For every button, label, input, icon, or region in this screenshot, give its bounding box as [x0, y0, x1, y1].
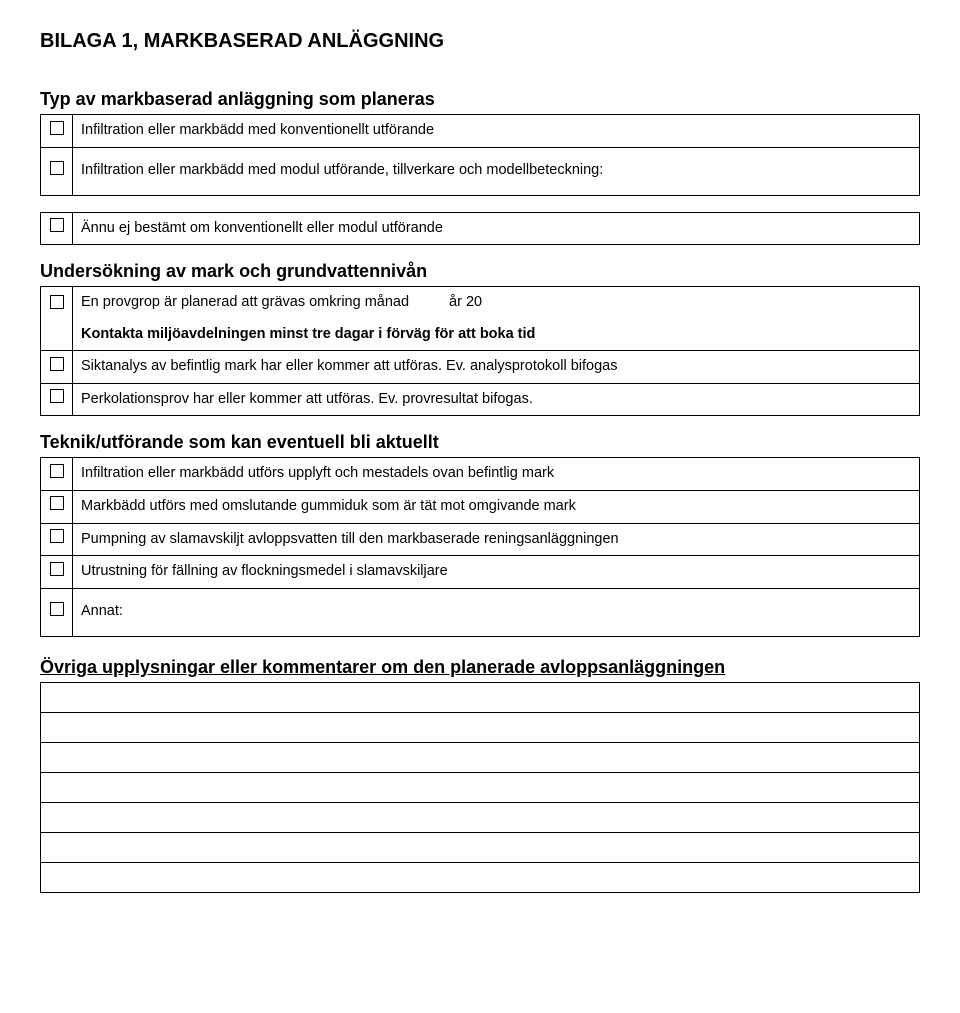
checkbox[interactable] — [50, 602, 64, 616]
row-text: Ännu ej bestämt om konventionellt eller … — [73, 212, 920, 245]
comment-row — [41, 712, 920, 742]
comment-cell[interactable] — [41, 682, 920, 712]
checkbox-cell — [41, 383, 73, 416]
table-row: Pumpning av slamavskiljt avloppsvatten t… — [41, 523, 920, 556]
table-row: Utrustning för fällning av flockningsmed… — [41, 556, 920, 589]
section-4-heading: Övriga upplysningar eller kommentarer om… — [40, 657, 920, 678]
row-text: Infiltration eller markbädd med konventi… — [73, 115, 920, 148]
comments-table — [40, 682, 920, 893]
row-text: Utrustning för fällning av flockningsmed… — [73, 556, 920, 589]
row-text: Infiltration eller markbädd med modul ut… — [73, 147, 920, 195]
checkbox[interactable] — [50, 464, 64, 478]
comment-cell[interactable] — [41, 862, 920, 892]
checkbox-cell — [41, 556, 73, 589]
table-row: Infiltration eller markbädd med konventi… — [41, 115, 920, 148]
checkbox[interactable] — [50, 389, 64, 403]
checkbox[interactable] — [50, 121, 64, 135]
comment-row — [41, 862, 920, 892]
note-text: Kontakta miljöavdelningen minst tre daga… — [73, 319, 920, 351]
comment-row — [41, 832, 920, 862]
section-1-heading: Typ av markbaserad anläggning som planer… — [40, 89, 920, 110]
comment-cell[interactable] — [41, 772, 920, 802]
row-text: Siktanalys av befintlig mark har eller k… — [73, 351, 920, 384]
comment-cell[interactable] — [41, 832, 920, 862]
table-row: Ännu ej bestämt om konventionellt eller … — [41, 212, 920, 245]
section-1-table: Infiltration eller markbädd med konventi… — [40, 114, 920, 196]
row-text: Markbädd utförs med omslutande gummiduk … — [73, 490, 920, 523]
checkbox[interactable] — [50, 496, 64, 510]
table-row: Perkolationsprov har eller kommer att ut… — [41, 383, 920, 416]
table-row: Siktanalys av befintlig mark har eller k… — [41, 351, 920, 384]
comment-cell[interactable] — [41, 802, 920, 832]
document-title: BILAGA 1, MARKBASERAD ANLÄGGNING — [40, 30, 920, 53]
comment-row — [41, 742, 920, 772]
checkbox[interactable] — [50, 218, 64, 232]
checkbox[interactable] — [50, 357, 64, 371]
comment-row — [41, 802, 920, 832]
checkbox-cell — [41, 351, 73, 384]
section-2-table: En provgrop är planerad att grävas omkri… — [40, 286, 920, 416]
comment-row — [41, 772, 920, 802]
comment-cell[interactable] — [41, 742, 920, 772]
comment-cell[interactable] — [41, 712, 920, 742]
section-2-heading: Undersökning av mark och grundvattennivå… — [40, 261, 920, 282]
checkbox-cell — [41, 212, 73, 245]
checkbox[interactable] — [50, 161, 64, 175]
table-row: Annat: — [41, 588, 920, 636]
table-row: En provgrop är planerad att grävas omkri… — [41, 287, 920, 319]
checkbox-cell — [41, 115, 73, 148]
checkbox-cell — [41, 287, 73, 351]
row-text: En provgrop är planerad att grävas omkri… — [73, 287, 920, 319]
checkbox-cell — [41, 147, 73, 195]
section-1-detached-table: Ännu ej bestämt om konventionellt eller … — [40, 212, 920, 246]
row-text: Perkolationsprov har eller kommer att ut… — [73, 383, 920, 416]
row-text: Infiltration eller markbädd utförs upply… — [73, 458, 920, 491]
checkbox[interactable] — [50, 295, 64, 309]
contact-note: Kontakta miljöavdelningen minst tre daga… — [81, 326, 535, 342]
year-text: år 20 — [449, 294, 482, 310]
section-3-heading: Teknik/utförande som kan eventuell bli a… — [40, 432, 920, 453]
table-row: Markbädd utförs med omslutande gummiduk … — [41, 490, 920, 523]
comment-row — [41, 682, 920, 712]
table-row-note: Kontakta miljöavdelningen minst tre daga… — [41, 319, 920, 351]
checkbox-cell — [41, 588, 73, 636]
table-row: Infiltration eller markbädd utförs upply… — [41, 458, 920, 491]
checkbox-cell — [41, 523, 73, 556]
checkbox-cell — [41, 490, 73, 523]
provgrop-text: En provgrop är planerad att grävas omkri… — [81, 294, 409, 310]
section-3-table: Infiltration eller markbädd utförs upply… — [40, 457, 920, 636]
row-text: Annat: — [73, 588, 920, 636]
row-text: Pumpning av slamavskiljt avloppsvatten t… — [73, 523, 920, 556]
table-row: Infiltration eller markbädd med modul ut… — [41, 147, 920, 195]
checkbox[interactable] — [50, 562, 64, 576]
checkbox-cell — [41, 458, 73, 491]
checkbox[interactable] — [50, 529, 64, 543]
